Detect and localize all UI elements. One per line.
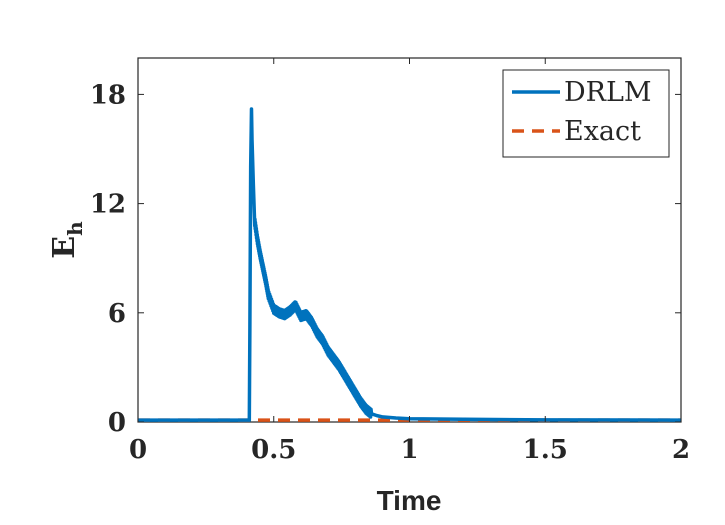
ticks-layer: 0 0.5 1 1.5 2 0 6 12 18 xyxy=(90,58,690,465)
legend: DRLM Exact xyxy=(502,69,670,158)
x-tick-label: 0.5 xyxy=(251,435,296,465)
legend-label-drlm: DRLM xyxy=(564,77,652,108)
y-axis-title-subscript: h xyxy=(63,221,87,236)
x-tick-label: 0 xyxy=(129,435,147,465)
y-tick-label: 18 xyxy=(90,80,126,110)
y-tick-label: 6 xyxy=(108,299,126,329)
legend-label-exact: Exact xyxy=(564,116,641,147)
x-tick-label: 1.5 xyxy=(523,435,568,465)
y-tick-label: 12 xyxy=(90,190,126,220)
svg-text:Eh: Eh xyxy=(47,221,87,259)
x-axis-title: Time xyxy=(377,485,442,516)
y-axis-title: Eh xyxy=(47,221,87,259)
y-tick-label: 0 xyxy=(108,408,126,438)
x-tick-label: 2 xyxy=(672,435,690,465)
x-tick-label: 1 xyxy=(400,435,418,465)
legend-box xyxy=(502,69,670,158)
y-axis-title-main: E xyxy=(47,236,82,259)
series-line-drlm xyxy=(138,107,682,422)
